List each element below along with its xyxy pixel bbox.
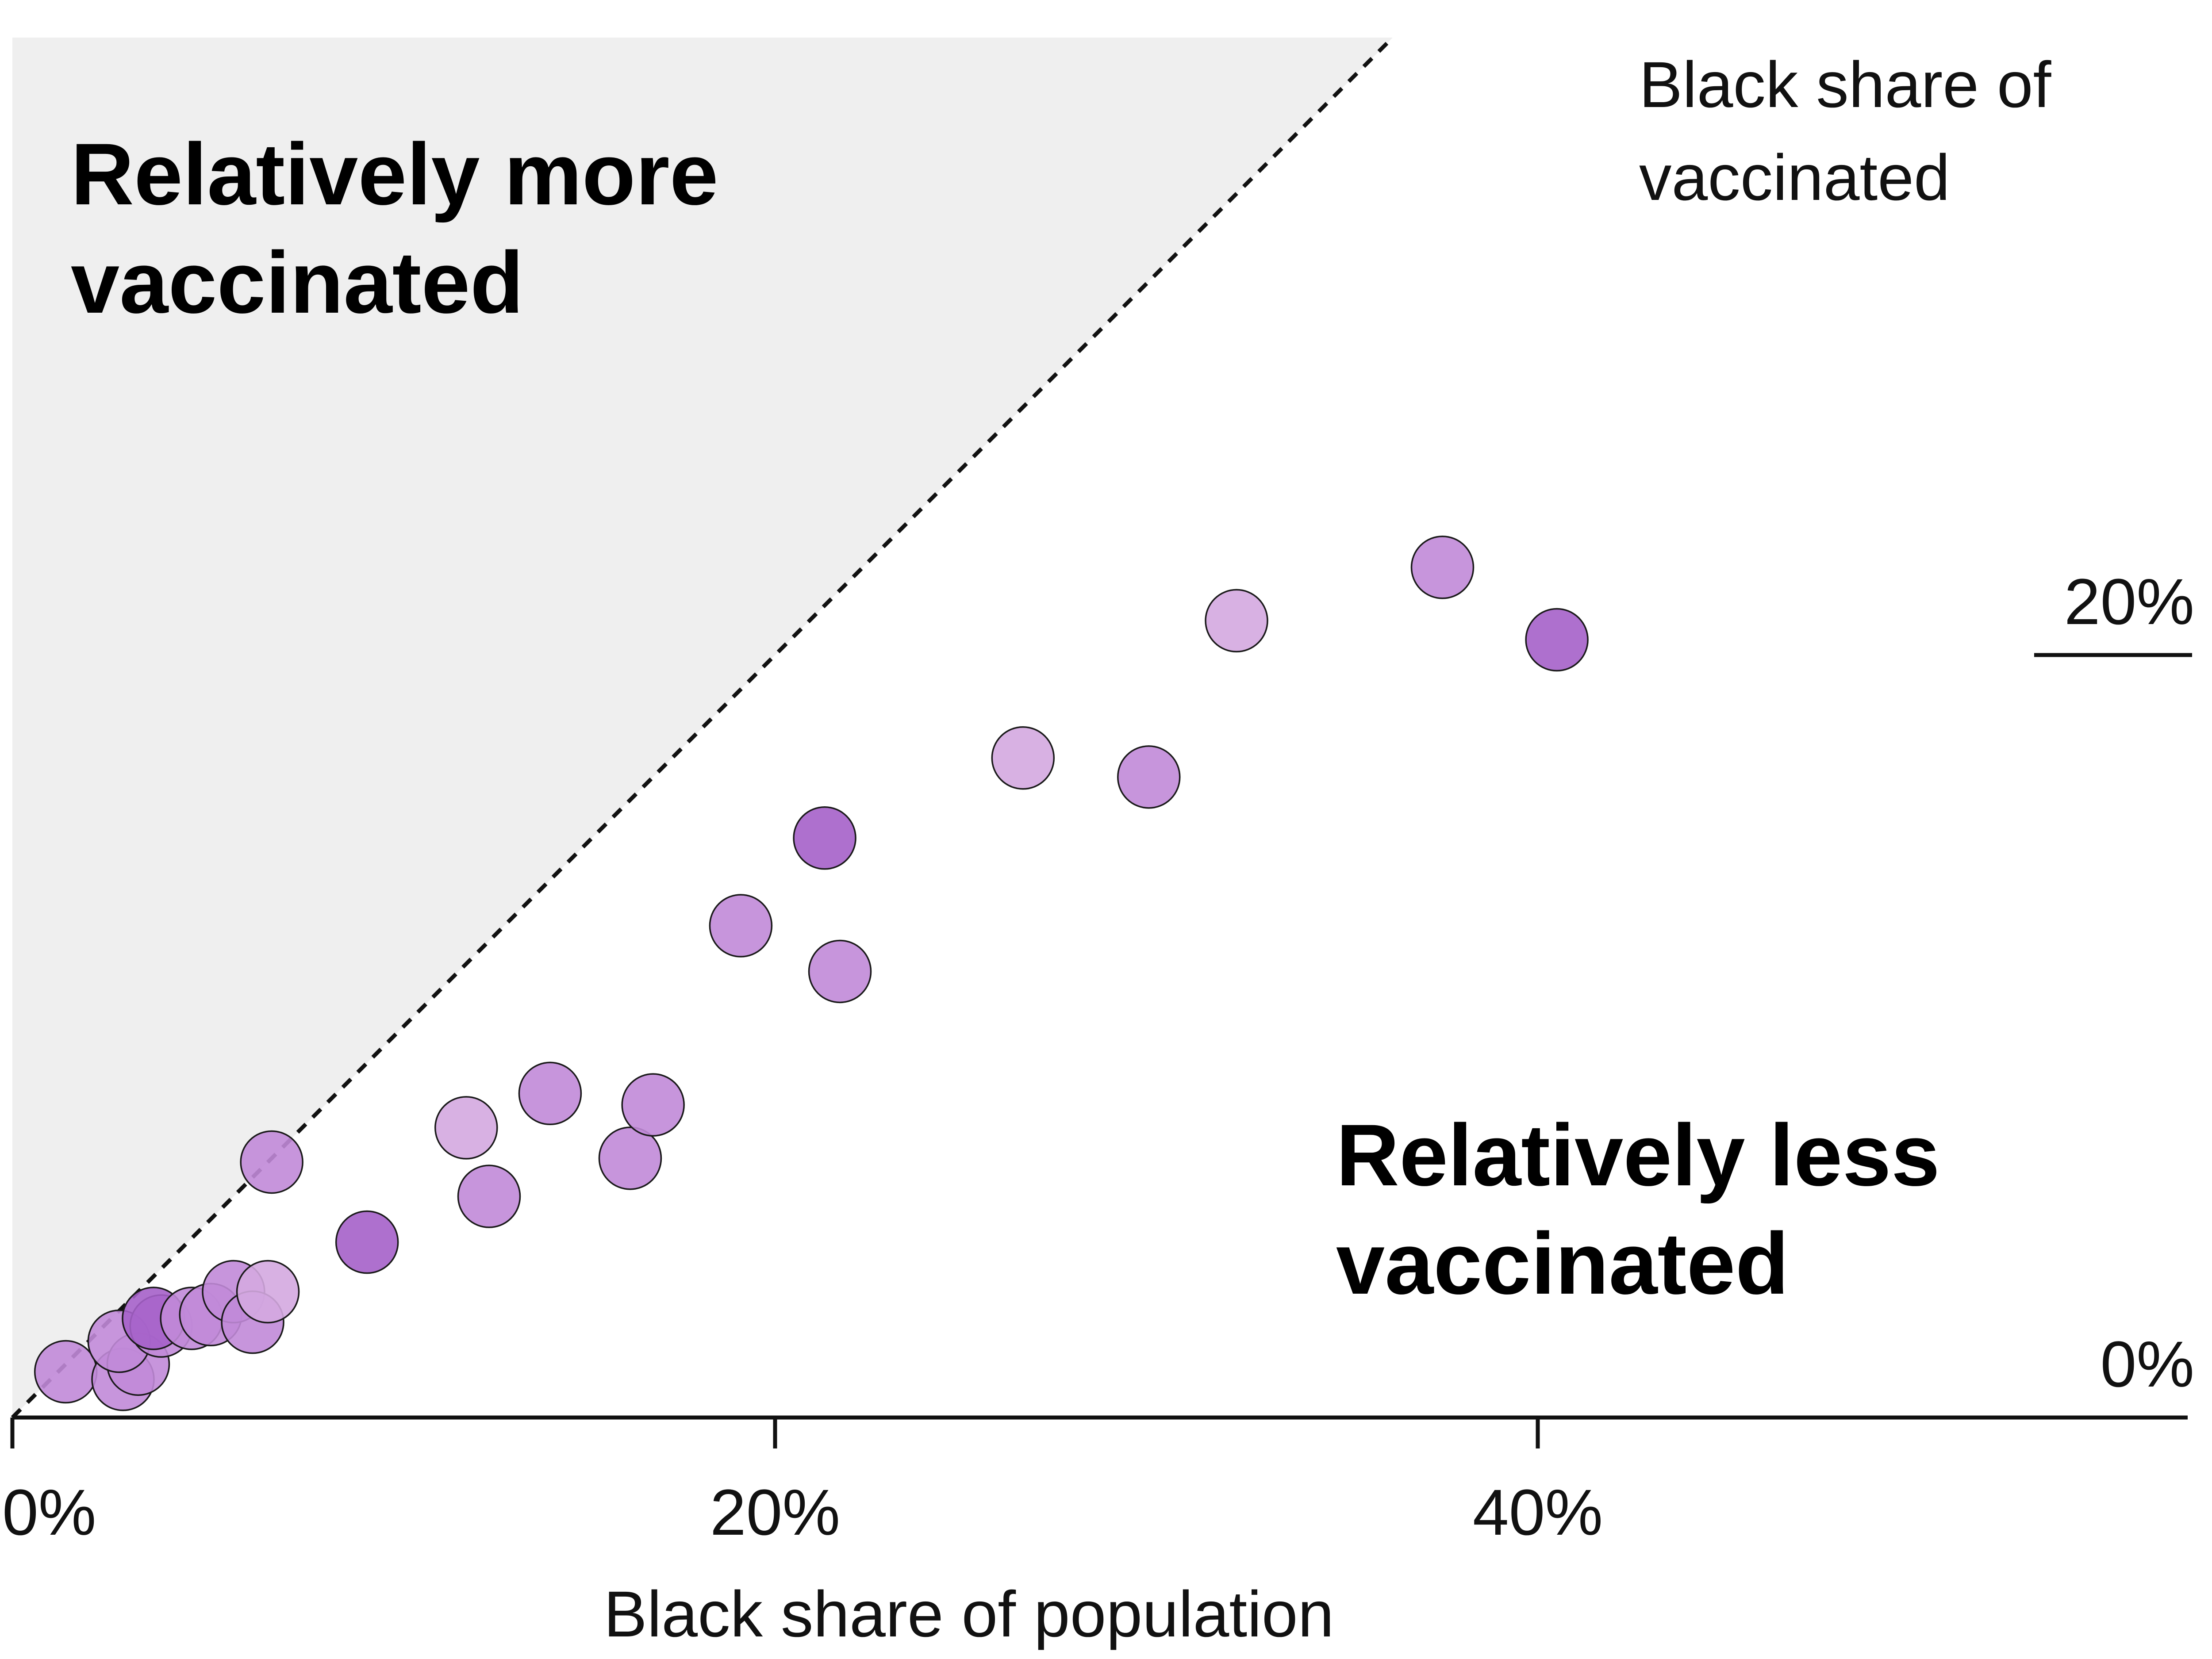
annotation-relatively-less-vaccinated: Relatively less vaccinated <box>1336 1106 1940 1312</box>
x-tick-label: 0% <box>2 1476 96 1549</box>
y-axis-title: Black share of vaccinated <box>1632 42 2058 221</box>
x-tick-label: 40% <box>1473 1476 1603 1549</box>
data-point <box>598 1126 662 1190</box>
y-axis-title-line-2: vaccinated <box>1639 142 1950 214</box>
y-axis: 0%20%40% <box>2034 566 2194 1401</box>
annotation-less-line-2: vaccinated <box>1336 1215 1789 1312</box>
data-point <box>518 1061 582 1126</box>
data-point <box>1525 608 1589 672</box>
annotation-more-line-1: Relatively more <box>71 125 718 223</box>
data-point <box>709 894 773 958</box>
data-point <box>793 806 856 870</box>
data-point <box>808 939 872 1004</box>
data-points <box>34 535 1589 1411</box>
data-point <box>1117 745 1181 809</box>
data-point <box>240 1130 303 1194</box>
data-point <box>1410 535 1475 599</box>
equal-share-reference-line <box>11 36 1394 1419</box>
data-point <box>991 726 1055 790</box>
relatively-more-vaccinated-region <box>12 38 1393 1418</box>
x-axis-title: Black share of population <box>604 1578 1334 1651</box>
y-tick-label: 0% <box>2101 1328 2194 1401</box>
annotation-relatively-more-vaccinated: Relatively more vaccinated <box>71 125 718 331</box>
data-point <box>621 1073 685 1137</box>
y-axis-title-line-1: Black share of <box>1639 49 2052 121</box>
x-axis: 0% 20% 40% <box>2 1415 2188 1549</box>
data-point <box>34 1340 98 1404</box>
data-point <box>457 1165 521 1228</box>
data-point <box>434 1096 498 1160</box>
data-point <box>1205 589 1268 653</box>
annotation-more-line-2: vaccinated <box>71 234 524 331</box>
x-tick-label: 20% <box>710 1476 840 1549</box>
y-tick-label: 20% <box>2064 566 2194 638</box>
data-point <box>236 1260 300 1324</box>
annotation-less-line-1: Relatively less <box>1336 1106 1940 1204</box>
data-point <box>335 1210 399 1274</box>
